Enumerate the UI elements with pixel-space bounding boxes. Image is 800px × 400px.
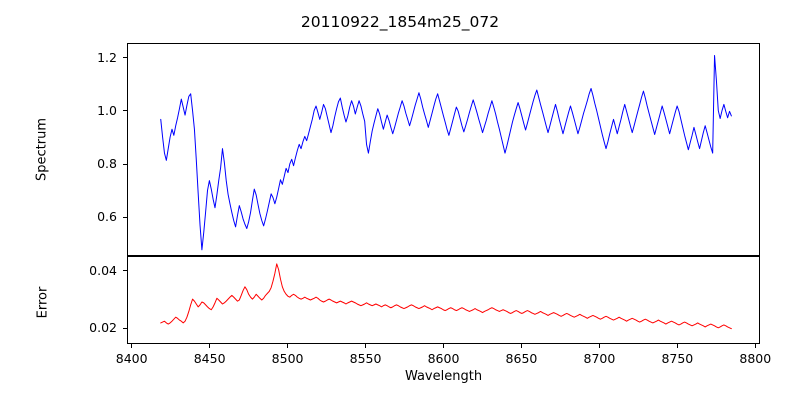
x-tick-label: 8800	[739, 351, 772, 366]
page-title: 20110922_1854m25_072	[300, 13, 500, 31]
error-panel	[127, 256, 760, 344]
error-axis-label: Error	[35, 286, 51, 319]
x-tickmark	[754, 344, 756, 348]
spectrum-y-tick-label: 1.0	[97, 102, 117, 118]
x-tick-label: 8500	[271, 351, 304, 366]
x-tickmark	[443, 344, 445, 348]
error-y-tick-label: 0.02	[89, 320, 117, 336]
x-tick-label: 8450	[193, 351, 226, 366]
x-axis-label: Wavelength	[404, 369, 483, 384]
x-tickmark	[676, 344, 678, 348]
x-tickmark	[598, 344, 600, 348]
x-tick-label: 8600	[427, 351, 460, 366]
spectrum-y-tick-label: 0.6	[97, 209, 117, 225]
spectrum-y-tickmark	[123, 163, 127, 165]
x-tick-label: 8400	[115, 351, 148, 366]
x-tick-label: 8650	[505, 351, 538, 366]
spectrum-panel	[127, 43, 760, 256]
x-tickmark	[520, 344, 523, 348]
spectrum-y-tick-label: 1.2	[97, 49, 117, 65]
x-tickmark	[287, 344, 289, 348]
error-y-tickmark	[123, 270, 127, 272]
error-line-series	[160, 263, 732, 330]
error-y-tickmark	[123, 327, 127, 329]
spectrum-y-tick-label: 0.8	[97, 156, 117, 172]
spectrum-line-series	[160, 54, 732, 251]
spectrum-y-tickmark	[123, 216, 127, 218]
x-tick-label: 8750	[661, 351, 694, 366]
spectrum-axis-label: Spectrum	[34, 118, 50, 181]
x-tickmark	[365, 344, 367, 348]
x-tickmark	[209, 344, 211, 348]
x-tick-label: 8700	[583, 351, 616, 366]
x-tickmark	[131, 344, 133, 348]
x-tick-label: 8550	[349, 351, 382, 366]
error-y-tick-label: 0.04	[89, 262, 117, 278]
spectrum-y-tickmark	[123, 57, 127, 59]
spectrum-y-tickmark	[123, 110, 127, 112]
